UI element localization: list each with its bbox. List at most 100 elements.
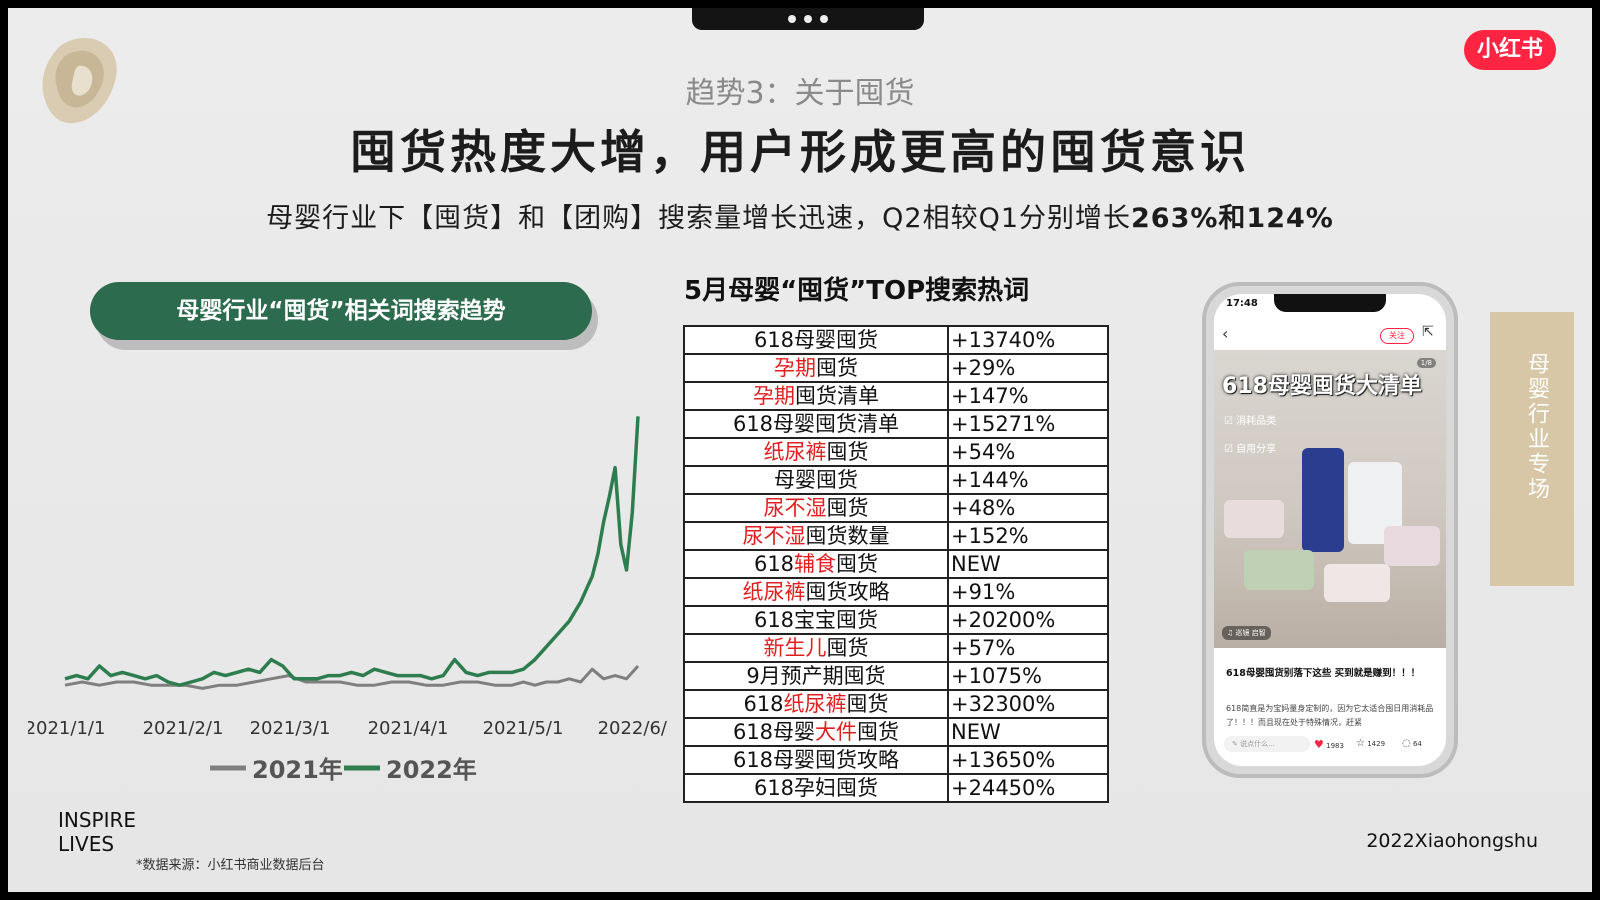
table-row: 618宝宝囤货 +20200% [683, 605, 1109, 635]
growth-cell: +57% [947, 633, 1109, 663]
keyword-highlight: 辅食 [794, 552, 837, 576]
table-row: 纸尿裤囤货攻略 +91% [683, 577, 1109, 607]
keyword-text: 囤货 [857, 720, 900, 744]
page-title: 囤货热度大增，用户形成更高的囤货意识 [350, 125, 1250, 179]
chart-title-pill: 母婴行业“囤货”相关词搜索趋势 [90, 282, 592, 340]
keyword-highlight: 大件 [815, 720, 858, 744]
photo-pager: 1/8 [1416, 358, 1436, 368]
keyword-text: 618孕妇囤货 [753, 776, 879, 800]
keyword-cell: 孕期囤货 [683, 353, 949, 383]
comment-button[interactable]: ◌ 64 [1402, 738, 1422, 749]
brand-line: INSPIRE [58, 808, 137, 832]
share-icon[interactable]: ⇱ [1422, 324, 1434, 340]
post-photo[interactable]: 1/8 618母婴囤货大清单 ☑ 消耗品类 ☑ 自用分享 ♫ 巡镜 启智 [1214, 350, 1446, 648]
keyword-cell: 618母婴大件囤货 [683, 717, 949, 747]
keyword-text: 618母婴 [732, 720, 816, 744]
wipes-pack [1384, 526, 1440, 566]
post-nav-bar: ‹ 关注 ⇱ [1214, 320, 1446, 350]
keyword-cell: 母婴囤货 [683, 465, 949, 495]
comment-count: 64 [1412, 740, 1422, 748]
keyword-cell: 618母婴囤货清单 [683, 409, 949, 439]
keyword-cell: 618母婴囤货 [683, 325, 949, 355]
keyword-highlight: 新生儿 [763, 636, 827, 660]
series-line-2021 [64, 664, 640, 690]
table-row: 纸尿裤囤货 +54% [683, 437, 1109, 467]
table-row: 新生儿囤货 +57% [683, 633, 1109, 663]
growth-cell: NEW [947, 549, 1109, 579]
keyword-cell: 618孕妇囤货 [683, 773, 949, 803]
phone-notch [1274, 294, 1386, 312]
keyword-text: 618母婴囤货清单 [732, 412, 900, 436]
keyword-text: 618宝宝囤货 [753, 608, 879, 632]
keyword-text: 618母婴囤货 [753, 328, 879, 352]
growth-cell: +147% [947, 381, 1109, 411]
wipes-pack [1324, 564, 1390, 602]
table-row: 母婴囤货 +144% [683, 465, 1109, 495]
keyword-text: 囤货 [846, 692, 889, 716]
table-row: 尿不湿囤货 +48% [683, 493, 1109, 523]
table-row: 9月预产期囤货 +1075% [683, 661, 1109, 691]
collect-count: 1429 [1367, 740, 1386, 748]
x-tick-label: 2022/6/1 [598, 718, 668, 739]
keyword-highlight: 尿不湿 [742, 524, 806, 548]
keyword-highlight: 纸尿裤 [742, 580, 806, 604]
keyword-text: 618母婴囤货攻略 [732, 748, 900, 772]
keyword-highlight: 纸尿裤 [763, 440, 827, 464]
keyword-cell: 尿不湿囤货数量 [683, 521, 949, 551]
collect-button[interactable]: ☆ 1429 [1356, 738, 1385, 749]
legend-label: 2021年 [252, 756, 343, 784]
side-tab-label: 母婴行业专场 [1524, 352, 1549, 502]
series-line-2022 [64, 416, 640, 687]
table-row: 尿不湿囤货数量 +152% [683, 521, 1109, 551]
xiaohongshu-logo: 小红书 [1464, 30, 1556, 70]
growth-cell: +15271% [947, 409, 1109, 439]
keyword-text: 9月预产期囤货 [746, 664, 886, 688]
photo-tag: ☑ 消耗品类 [1224, 416, 1277, 427]
table-row: 618母婴囤货攻略 +13650% [683, 745, 1109, 775]
side-tab[interactable]: 母婴行业专场 [1490, 312, 1574, 586]
keyword-cell: 纸尿裤囤货攻略 [683, 577, 949, 607]
page-description: 母婴行业下【囤货】和【团购】搜索量增长迅速，Q2相较Q1分别增长263%和124… [8, 196, 1592, 235]
growth-cell: +24450% [947, 773, 1109, 803]
keyword-cell: 新生儿囤货 [683, 633, 949, 663]
growth-cell: +20200% [947, 605, 1109, 635]
like-button[interactable]: ♥ 1983 [1314, 738, 1344, 751]
like-count: 1983 [1326, 742, 1344, 750]
keyword-text: 囤货数量 [805, 524, 890, 548]
dot-icon [820, 15, 828, 23]
wipes-pack [1244, 550, 1314, 590]
keyword-text: 囤货 [826, 636, 869, 660]
keyword-cell: 尿不湿囤货 [683, 493, 949, 523]
section-subtitle: 趋势3：关于囤货 [685, 76, 915, 111]
keyword-text: 囤货清单 [795, 384, 879, 408]
back-icon[interactable]: ‹ [1222, 324, 1229, 343]
wipes-pack [1224, 500, 1284, 538]
table-row: 618母婴大件囤货 NEW [683, 717, 1109, 747]
keyword-text: 囤货攻略 [805, 580, 890, 604]
keyword-table: 618母婴囤货 +13740% 孕期囤货 +29% 孕期囤货清单 +147% 618母婴囤货… [683, 325, 1109, 803]
decorative-ribbon-icon [42, 38, 117, 124]
post-body: 618简直是为宝妈量身定制的，因为它太适合囤日用消耗品了！！！而且现在处于特殊情… [1226, 704, 1434, 727]
table-row: 孕期囤货 +29% [683, 353, 1109, 383]
growth-cell: +54% [947, 437, 1109, 467]
keyword-highlight: 纸尿裤 [783, 692, 847, 716]
table-row: 618母婴囤货 +13740% [683, 325, 1109, 355]
brand-line: LIVES [58, 832, 115, 856]
follow-button[interactable]: 关注 [1380, 328, 1414, 344]
comment-input[interactable]: ✎ 说点什么... [1224, 736, 1310, 752]
description-text: 母婴行业下【囤货】和【团购】搜索量增长迅速，Q2相较Q1分别增长 [266, 203, 1132, 234]
dot-icon [804, 15, 812, 23]
keyword-text: 618 [753, 552, 795, 576]
top-dots-bar[interactable] [692, 8, 924, 30]
description-highlight: 263%和124% [1131, 203, 1334, 234]
keyword-text: 618 [743, 692, 784, 716]
status-time: 17:48 [1226, 298, 1258, 309]
keyword-text: 母婴囤货 [774, 468, 858, 492]
footer-copyright: 2022Xiaohongshu [1366, 830, 1538, 852]
growth-cell: +152% [947, 521, 1109, 551]
photo-tag: ☑ 自用分享 [1224, 444, 1277, 455]
keyword-cell: 618母婴囤货攻略 [683, 745, 949, 775]
x-tick-label: 2021/5/1 [483, 718, 564, 739]
table-title: 5月母婴“囤货”TOP搜索热词 [684, 276, 1030, 306]
keyword-cell: 618辅食囤货 [683, 549, 949, 579]
